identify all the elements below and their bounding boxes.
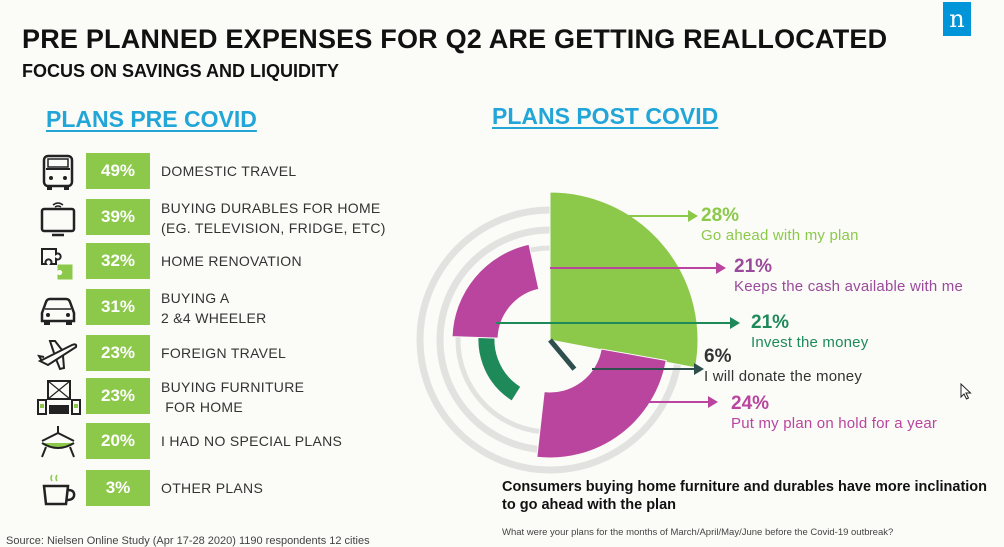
bar-value: 32% [86, 243, 150, 279]
bar-label: OTHER PLANS [161, 480, 264, 496]
donut-slice [536, 348, 667, 459]
bar-label: FOREIGN TRAVEL [161, 345, 287, 361]
slice-label: Invest the money [751, 334, 869, 351]
bus-icon [36, 153, 82, 191]
slice-label: Keeps the cash available with me [734, 278, 964, 295]
bar-value: 31% [86, 289, 150, 325]
bar-value: 39% [86, 199, 150, 235]
background-ring [416, 206, 684, 474]
bar-value: 49% [86, 153, 150, 189]
bar-value: 20% [86, 423, 150, 459]
car-icon [36, 289, 82, 327]
donut-slice [477, 317, 522, 402]
leader-arrow [694, 363, 704, 375]
slice-value-label: 24% [731, 393, 770, 414]
bar-value: 3% [86, 470, 150, 506]
bar-value: 23% [86, 378, 150, 414]
bar-row: 39% BUYING DURABLES FOR HOME (EG. TELEVISI… [0, 199, 420, 237]
pre-covid-heading: PLANS PRE COVID [46, 106, 257, 132]
donut-slice [549, 191, 699, 369]
leader-arrow [708, 396, 718, 408]
leader-arrow [730, 317, 740, 329]
puzzle-icon [36, 243, 82, 281]
bar-label: HOME RENOVATION [161, 253, 302, 269]
page-subtitle: FOCUS ON SAVINGS AND LIQUIDITY [22, 61, 340, 81]
source-note: Source: Nielsen Online Study (Apr 17-28 … [6, 535, 370, 547]
slice-value-label: 21% [734, 256, 773, 277]
bar-row: 49% DOMESTIC TRAVEL [0, 153, 420, 191]
bar-row: 32% HOME RENOVATION [0, 243, 420, 281]
page-title: PRE PLANNED EXPENSES FOR Q2 ARE GETTING … [22, 24, 888, 54]
bar-label: I HAD NO SPECIAL PLANS [161, 433, 343, 449]
background-ring [455, 245, 645, 435]
hammock-icon [36, 423, 82, 461]
slice-label: I will donate the money [704, 368, 863, 385]
furniture-icon [36, 378, 82, 416]
bar-row: 23% FOREIGN TRAVEL [0, 335, 420, 373]
airplane-icon [36, 335, 82, 373]
bar-label: DOMESTIC TRAVEL [161, 163, 297, 179]
slice-label: Put my plan on hold for a year [731, 415, 938, 432]
bar-label: BUYING FURNITURE FOR HOME [161, 379, 305, 415]
leader-arrow [688, 210, 698, 222]
post-covid-heading: PLANS POST COVID [492, 103, 719, 129]
background-ring [436, 226, 664, 454]
bar-label: BUYING DURABLES FOR HOME (EG. TELEVISION,… [161, 200, 386, 236]
takeaway-text: Consumers buying home furniture and dura… [502, 479, 988, 513]
donut-slice [451, 243, 540, 339]
leader-arrow [716, 262, 726, 274]
slice-value-label: 21% [751, 312, 790, 333]
cup-icon [36, 470, 82, 508]
nielsen-logo: n [943, 2, 971, 36]
slice-value-label: 6% [704, 346, 732, 367]
mouse-cursor-icon [960, 383, 972, 400]
donut-slice [548, 338, 577, 371]
slice-label: Go ahead with my plan [701, 227, 859, 244]
tv-icon [36, 199, 82, 237]
bar-row: 20% I HAD NO SPECIAL PLANS [0, 423, 420, 461]
slice-value-label: 28% [701, 205, 740, 226]
bar-row: 3% OTHER PLANS [0, 470, 420, 508]
bar-row: 23% BUYING FURNITURE FOR HOME [0, 378, 420, 416]
question-note: What were your plans for the months of M… [502, 527, 894, 538]
bar-value: 23% [86, 335, 150, 371]
